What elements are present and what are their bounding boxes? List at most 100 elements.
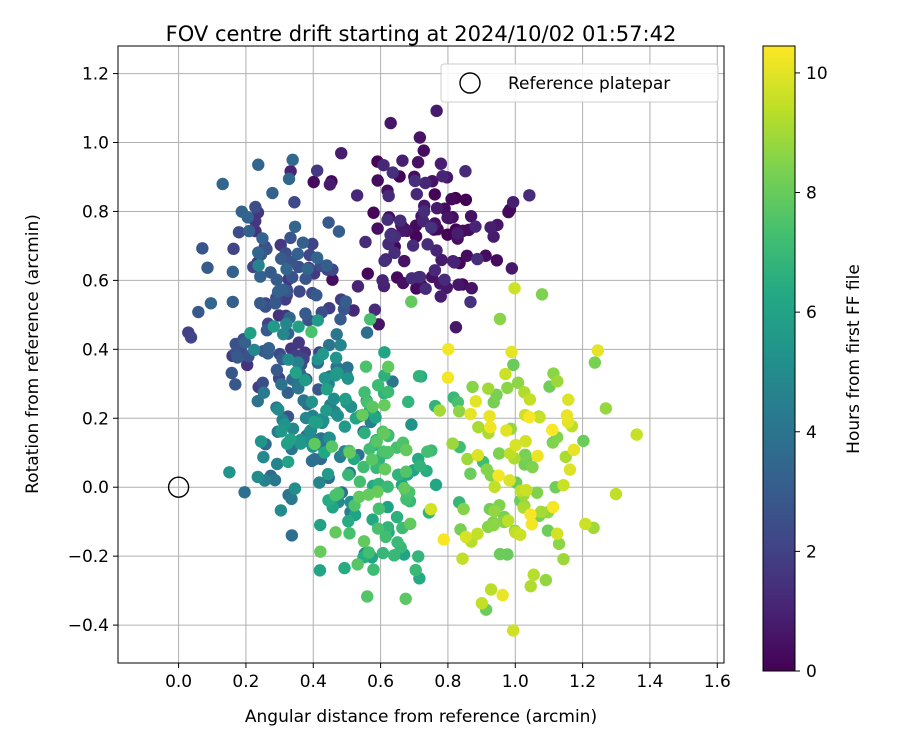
y-tick-label: 0.2 <box>82 409 109 429</box>
scatter-point <box>471 527 484 540</box>
scatter-point <box>588 356 602 369</box>
scatter-point <box>381 445 395 459</box>
scatter-point <box>270 273 283 286</box>
scatter-point <box>371 222 384 235</box>
scatter-point <box>280 262 293 276</box>
scatter-point <box>505 262 519 275</box>
scatter-point <box>226 295 239 309</box>
scatter-point <box>507 358 520 372</box>
colorbar-label: Hours from first FF file <box>844 264 864 454</box>
scatter-point <box>535 288 549 301</box>
scatter-point <box>499 367 512 381</box>
scatter-point <box>366 400 379 413</box>
scatter-point <box>488 480 501 494</box>
scatter-point <box>433 404 446 417</box>
scatter-point <box>343 446 356 459</box>
scatter-point <box>301 262 314 276</box>
scatter-point <box>365 453 379 466</box>
scatter-point <box>464 467 477 480</box>
scatter-point <box>241 211 254 224</box>
scatter-point <box>398 481 411 495</box>
scatter-point <box>304 424 317 438</box>
scatter-point <box>201 261 214 274</box>
scatter-point <box>232 226 246 239</box>
scatter-point <box>320 404 333 417</box>
scatter-point <box>254 270 267 283</box>
scatter-point <box>449 321 463 334</box>
scatter-point <box>229 337 242 351</box>
scatter-point <box>313 476 326 489</box>
y-axis-label: Rotation from reference (arcmin) <box>23 214 43 494</box>
scatter-point <box>546 423 559 437</box>
scatter-point <box>452 278 465 291</box>
y-tick-label: −0.4 <box>68 616 109 636</box>
scatter-point <box>552 537 566 551</box>
colorbar-tick-label: 4 <box>806 423 817 443</box>
legend: Reference platepar <box>440 63 719 103</box>
scatter-point <box>382 189 395 203</box>
scatter-point <box>288 220 302 233</box>
scatter-point <box>560 409 574 422</box>
scatter-point <box>425 221 438 234</box>
scatter-point <box>405 295 418 308</box>
scatter-point <box>330 328 343 341</box>
reference-platepar-marker <box>167 476 190 498</box>
x-tick-label: 1.6 <box>704 672 731 692</box>
scatter-point <box>238 336 252 349</box>
colorbar-tick-label: 10 <box>806 64 828 84</box>
scatter-point <box>466 380 479 394</box>
scatter-point <box>371 378 385 392</box>
scatter-point <box>371 174 384 187</box>
scatter-point <box>291 247 304 261</box>
scatter-point <box>310 289 323 302</box>
scatter-point <box>310 164 324 177</box>
scatter-point <box>525 518 539 531</box>
scatter-point <box>368 303 382 316</box>
scatter-point <box>509 438 522 452</box>
scatter-point <box>378 346 391 359</box>
scatter-point <box>381 213 394 226</box>
scatter-point <box>483 409 496 423</box>
scatter-point <box>370 435 383 448</box>
scatter-point <box>507 624 520 637</box>
scatter-point <box>225 366 238 380</box>
scatter-point <box>417 205 431 218</box>
x-axis-label: Angular distance from reference (arcmin) <box>245 707 597 727</box>
x-tick-label: 1.0 <box>502 672 529 692</box>
scatter-point <box>267 320 281 333</box>
scatter-point <box>376 274 389 287</box>
scatter-point <box>514 528 527 541</box>
scatter-point <box>378 254 391 268</box>
scatter-point <box>437 533 450 546</box>
scatter-point <box>318 371 332 385</box>
scatter-point <box>292 320 305 333</box>
scatter-point <box>520 484 533 497</box>
scatter-point <box>361 267 374 280</box>
scatter-point <box>492 469 505 482</box>
scatter-point <box>329 351 343 365</box>
scatter-point <box>256 232 269 245</box>
scatter-point <box>482 382 495 395</box>
scatter-point <box>275 425 288 438</box>
scatter-point <box>419 282 432 295</box>
scatter-point <box>325 440 339 453</box>
scatter-point <box>377 158 390 172</box>
colorbar-tick-label: 6 <box>806 303 817 323</box>
scatter-point <box>530 486 544 499</box>
scatter-point <box>296 236 310 249</box>
scatter-point <box>274 252 288 265</box>
scatter-point <box>223 466 236 479</box>
scatter-point <box>322 216 335 229</box>
scatter-point <box>441 211 454 224</box>
scatter-point <box>242 224 256 238</box>
scatter-point <box>371 522 385 535</box>
scatter-point <box>252 246 265 259</box>
scatter-point <box>282 172 296 186</box>
scatter-point <box>533 411 546 424</box>
scatter-point <box>285 529 299 542</box>
scatter-point <box>229 378 242 391</box>
scatter-point <box>434 157 448 170</box>
scatter-point <box>464 295 477 309</box>
scatter-point <box>524 508 537 521</box>
scatter-point <box>308 437 321 451</box>
